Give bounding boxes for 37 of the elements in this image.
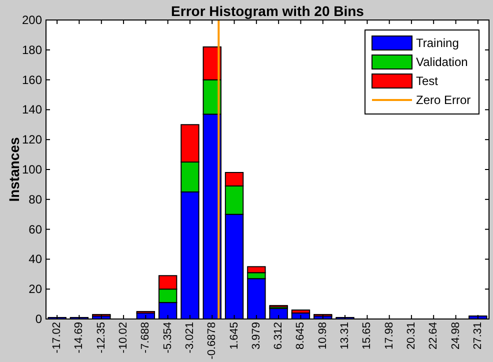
- x-tick-label: 6.312: [272, 322, 285, 350]
- x-tick-label: -10.02: [118, 322, 130, 354]
- x-tick-label: 8.645: [294, 322, 307, 350]
- y-tick-label: 60: [28, 222, 42, 236]
- x-tick-label: -7.688: [140, 322, 152, 354]
- x-tick-label: -14.69: [73, 322, 86, 354]
- x-tick-label: 27.31: [472, 322, 484, 350]
- x-tick-label: 20.31: [405, 322, 418, 350]
- y-tick-label: 200: [22, 13, 42, 27]
- y-tick-label: 80: [28, 192, 42, 206]
- y-tick-label: 140: [22, 102, 42, 117]
- x-tick-label: 3.979: [250, 322, 262, 350]
- legend-label: Validation: [416, 55, 468, 69]
- x-tick-label: 24.98: [450, 322, 462, 350]
- x-tick-label: -5.354: [162, 322, 174, 354]
- y-tick-label: 0: [35, 312, 42, 326]
- x-tick-label: -3.021: [184, 322, 196, 354]
- x-tick-label: 13.31: [339, 322, 352, 350]
- x-tick-label: 1.645: [228, 322, 240, 350]
- legend-label: Test: [416, 74, 439, 88]
- y-tick-label: 20: [28, 282, 42, 296]
- x-tick-label: -17.02: [51, 322, 64, 354]
- y-tick-label: 160: [22, 72, 42, 87]
- y-tick-label: 40: [28, 252, 42, 266]
- x-tick-label: 15.65: [361, 322, 374, 350]
- x-tick-label: -0.6878: [206, 322, 218, 360]
- chart-title: Error Histogram with 20 Bins: [171, 3, 364, 19]
- x-tick-label: 17.98: [383, 322, 396, 350]
- legend-label: Zero Error: [416, 93, 471, 107]
- x-tick-label: -12.35: [95, 322, 108, 354]
- x-tick-label: 22.64: [428, 322, 440, 350]
- y-tick-label: 100: [22, 162, 42, 176]
- y-tick-label: 120: [22, 132, 42, 147]
- x-tick-label: 10.98: [316, 322, 329, 350]
- legend-label: Training: [416, 36, 459, 50]
- y-axis-title: Instances: [6, 136, 22, 202]
- y-tick-label: 180: [22, 42, 42, 57]
